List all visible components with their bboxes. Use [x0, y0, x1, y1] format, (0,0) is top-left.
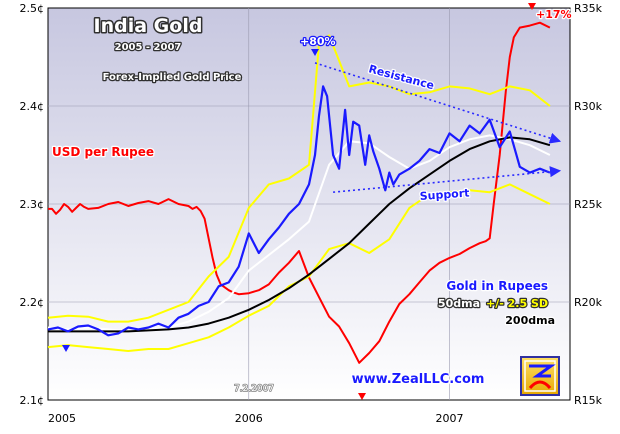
series-line-2-5-sd — [47, 34, 551, 323]
left-tick-label: 2.2¢ — [20, 296, 45, 309]
band-label: +/- 2.5 SD — [486, 297, 548, 310]
usd-per-rupee-label: USD per Rupee — [52, 145, 154, 159]
left-tick-label: 2.4¢ — [20, 100, 45, 113]
x-tick-label: 2005 — [48, 412, 76, 425]
peak-80-marker — [311, 49, 319, 56]
right-tick-label: R20k — [574, 296, 603, 309]
low-rupee-marker — [358, 393, 366, 400]
date-stamp: 7.2.2007 — [234, 384, 274, 394]
series-line-200dma — [48, 136, 551, 333]
x-tick-label: 2007 — [436, 412, 464, 425]
right-tick-label: R15k — [574, 394, 603, 407]
right-tick-label: R30k — [574, 100, 603, 113]
x-tick-label: 2006 — [235, 412, 263, 425]
gain-80-label: +80% — [300, 35, 336, 48]
left-tick-label: 2.5¢ — [20, 2, 45, 15]
support-label: Support — [419, 187, 470, 203]
series-line-gold-in-rupees — [47, 85, 551, 337]
left-tick-label: 2.3¢ — [20, 198, 45, 211]
zeal-logo — [520, 356, 560, 396]
website-label: www.ZealLLC.com — [352, 372, 485, 387]
series-line-usd-per-rupee — [48, 21, 551, 364]
chart-title: India Gold — [94, 15, 203, 37]
series-layer — [47, 21, 551, 364]
dma200-label: 200dma — [505, 314, 555, 327]
gold-in-rupees-label: Gold in Rupees — [446, 279, 548, 293]
gain-17-label: +17% — [536, 8, 572, 21]
dma50-label: 50dma — [438, 297, 480, 310]
peak-17-marker — [528, 3, 536, 10]
axis-layer: 2.1¢ R15k 2.2¢ R20k 2.3¢ R25k 2.4¢ R30k 2.5¢ R35k… — [20, 2, 603, 425]
left-tick-label: 2.1¢ — [20, 394, 45, 407]
right-tick-label: R35k — [574, 2, 603, 15]
right-tick-label: R25k — [574, 198, 603, 211]
low-gold-marker — [62, 345, 70, 352]
chart-subtitle: 2005 - 2007 — [115, 42, 182, 53]
chart-caption: Forex-Implied Gold Price — [103, 72, 242, 83]
